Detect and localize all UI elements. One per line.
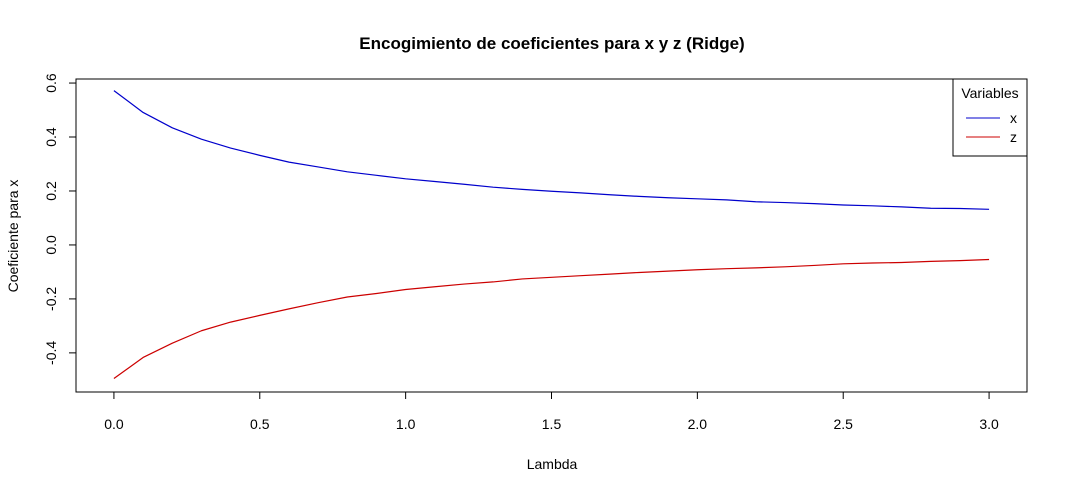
x-tick-label: 2.5 [833, 416, 853, 432]
x-tick-label: 2.0 [688, 416, 708, 432]
x-tick-label: 0.5 [250, 416, 270, 432]
y-axis: -0.4 -0.2 0.0 0.2 0.4 0.6 [43, 73, 77, 365]
series-line-z [113, 258, 990, 379]
chart-title: Encogimiento de coeficientes para x y z … [359, 34, 744, 53]
y-tick-label: 0.0 [43, 235, 59, 255]
x-tick-label: 1.5 [542, 416, 562, 432]
x-tick-label: 1.0 [396, 416, 416, 432]
x-tick-label: 0.0 [104, 416, 124, 432]
y-tick-label: 0.4 [43, 127, 59, 147]
y-tick-label: -0.2 [43, 287, 59, 311]
legend-title: Variables [961, 85, 1018, 101]
series-layer [113, 90, 990, 379]
legend: Variables x z [952, 78, 1028, 157]
legend-label-z: z [1010, 129, 1017, 145]
x-tick-label: 3.0 [979, 416, 999, 432]
x-axis: 0.0 0.5 1.0 1.5 2.0 2.5 3.0 [104, 391, 999, 432]
y-tick-label: 0.6 [43, 73, 59, 93]
series-line-x [113, 90, 990, 210]
legend-label-x: x [1010, 110, 1017, 126]
y-axis-label: Coeficiente para x [5, 180, 21, 293]
x-axis-label: Lambda [527, 456, 578, 472]
y-tick-label: 0.2 [43, 181, 59, 201]
y-tick-label: -0.4 [43, 341, 59, 365]
plot-frame [75, 78, 1028, 393]
